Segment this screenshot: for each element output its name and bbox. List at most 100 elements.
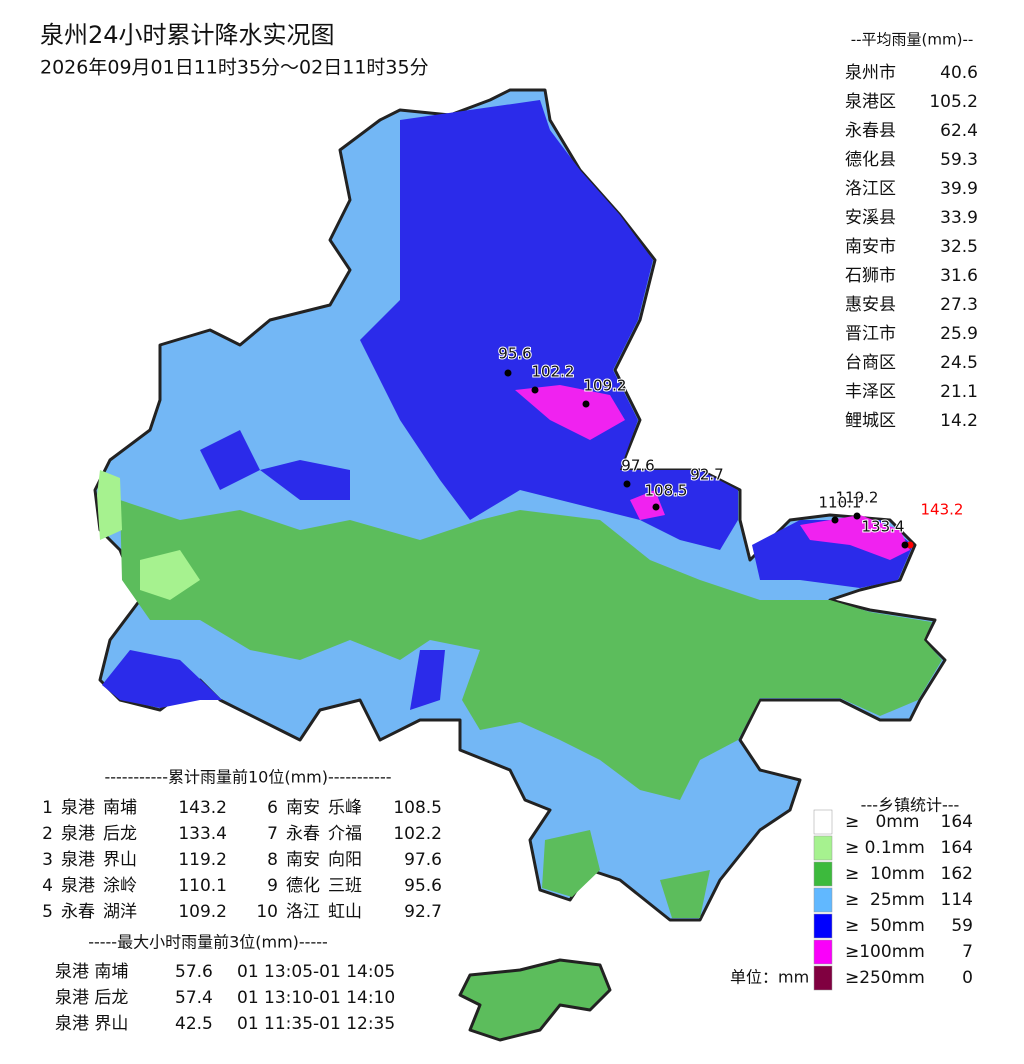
town: 乐峰 [328,798,362,818]
rain-value: 92.7 [404,902,442,922]
county: 泉港 [61,876,95,896]
county: 泉港 [61,824,95,844]
zone-50mm [260,460,350,500]
legend-header: ---乡镇统计--- [861,796,960,815]
average-value: 39.9 [940,179,978,199]
legend-count: 59 [951,916,973,936]
average-value: 31.6 [940,266,978,286]
station-label: 92.7 [690,466,723,484]
legend-swatch [813,913,833,939]
legend-count: 114 [941,890,973,910]
legend-swatch [813,939,833,965]
rank: 4 [42,876,53,896]
town: 后龙 [103,824,137,844]
legend-swatch [813,861,833,887]
station-dot [901,541,909,549]
rain-value: 143.2 [178,798,227,818]
town: 三班 [328,876,362,896]
legend-label: ≥ 25mm [845,890,925,910]
county: 德化 [286,876,320,896]
legend-label: ≥ 10mm [845,864,925,884]
county-name: 台商区 [845,353,896,373]
station-dot [906,541,914,549]
county: 南安 [286,798,320,818]
station-dot [853,512,861,520]
time-range: 01 11:35-01 12:35 [237,1014,395,1034]
county: 南安 [286,850,320,870]
rain-value: 109.2 [178,902,227,922]
station-label: 95.6 [498,345,531,363]
town: 南埔 [103,798,137,818]
zone-50mm [360,100,738,550]
legend-label: ≥ 50mm [845,916,925,936]
hourly-value: 57.4 [175,988,213,1008]
rank: 10 [256,902,278,922]
county-name: 泉港区 [845,92,896,112]
county-name: 安溪县 [845,208,896,228]
zone-50mm [200,430,260,490]
average-value: 14.2 [940,411,978,431]
hourly-value: 57.6 [175,962,213,982]
station: 泉港 界山 [55,1014,128,1034]
rank: 6 [267,798,278,818]
island [458,958,612,1042]
legend-swatch [813,809,833,835]
station-label: 108.5 [645,482,688,500]
hourly-value: 42.5 [175,1014,213,1034]
zone-50mm [102,650,222,708]
county: 永春 [286,824,320,844]
time-range: 01 13:10-01 14:10 [237,988,395,1008]
zone-10mm [542,830,600,897]
rank: 8 [267,850,278,870]
zone-0.1mm [140,550,200,600]
county: 泉港 [61,798,95,818]
zone-50mm [410,650,445,710]
station-label: 102.2 [532,363,575,381]
time-range: 01 13:05-01 14:05 [237,962,395,982]
rank: 5 [42,902,53,922]
rain-zones [97,100,942,918]
title: 泉州24小时累计降水实况图 [40,21,335,49]
legend-label: ≥250mm [845,968,925,988]
rank: 7 [267,824,278,844]
station-dot [504,369,512,377]
county: 永春 [61,902,95,922]
unit: 单位：mm [730,968,809,987]
station-dot [531,386,539,394]
rain-value: 108.5 [393,798,442,818]
rain-value: 110.1 [178,876,227,896]
max-hourly-header: -----最大小时雨量前3位(mm)----- [88,933,328,952]
station-label: 133.4 [862,518,905,536]
town: 虹山 [328,902,362,922]
legend-swatch [813,965,833,991]
top10-header: -----------累计雨量前10位(mm)----------- [104,768,391,787]
county-name: 丰泽区 [845,382,896,402]
town: 涂岭 [103,876,137,896]
zone-10mm [660,870,710,918]
town: 向阳 [328,850,362,870]
rain-value: 102.2 [393,824,442,844]
legend-swatch [813,887,833,913]
rain-value: 97.6 [404,850,442,870]
average-value: 21.1 [940,382,978,402]
legend-label: ≥ 0mm [845,812,919,832]
rain-value: 133.4 [178,824,227,844]
legend-bg [810,960,990,1000]
station: 泉港 后龙 [55,988,128,1008]
legend-count: 164 [941,838,973,858]
station-dot [831,516,839,524]
county: 洛江 [286,902,320,922]
legend-count: 164 [941,812,973,832]
average-value: 40.6 [940,63,978,83]
county-name: 洛江区 [845,179,896,199]
subtitle: 2026年09月01日11时35分～02日11时35分 [40,57,429,79]
county-name: 晋江市 [845,324,896,344]
zone-100mm [630,490,665,520]
legend-count: 0 [962,968,973,988]
station-dot [652,503,660,511]
average-value: 33.9 [940,208,978,228]
station-label: 109.2 [584,377,627,395]
zone-100mm [800,515,910,560]
station-label: 97.6 [621,457,654,475]
